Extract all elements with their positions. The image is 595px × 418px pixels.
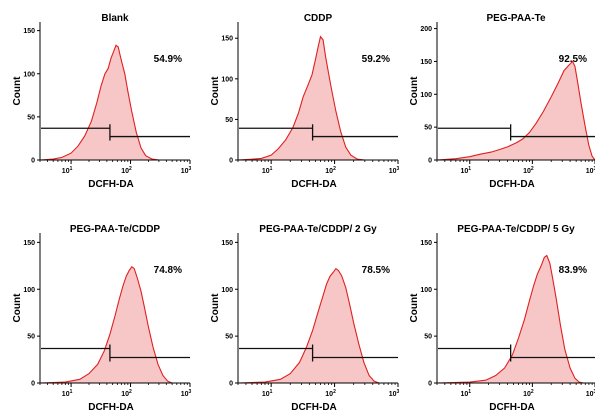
y-axis-label: Count: [210, 293, 221, 323]
x-tick-label: 101: [62, 389, 73, 398]
x-axis-label: DCFH-DA: [489, 402, 535, 413]
panel-title: PEG-PAA-Te: [486, 13, 546, 24]
panel-title: CDDP: [304, 13, 333, 24]
x-tick-label: 103: [586, 389, 595, 398]
histogram-area: [237, 35, 398, 161]
x-tick-label: 103: [181, 166, 192, 175]
y-tick-label: 0: [229, 381, 233, 388]
panel-title: PEG-PAA-Te/CDDP: [70, 224, 161, 235]
histogram-panel: 0 50 100 150 101 102 103 CDDP 59.2% Count DCFH-DA: [210, 13, 400, 190]
histogram-area: [436, 254, 595, 384]
y-tick-label: 0: [31, 158, 35, 165]
x-axis-label: DCFH-DA: [88, 179, 134, 190]
gated-percentage: 74.8%: [154, 265, 182, 276]
y-tick-label: 100: [420, 287, 432, 294]
x-tick-label: 102: [325, 389, 336, 398]
x-tick-label: 101: [262, 389, 273, 398]
x-tick-label: 101: [460, 166, 471, 175]
y-tick-label: 0: [428, 158, 432, 165]
x-tick-label: 103: [181, 389, 192, 398]
histogram-area: [39, 266, 190, 384]
histogram-area: [237, 267, 398, 384]
y-tick-label: 0: [31, 381, 35, 388]
y-axis-label: Count: [12, 293, 23, 323]
y-tick-label: 100: [221, 287, 233, 294]
x-axis-label: DCFH-DA: [291, 179, 337, 190]
x-axis-label: DCFH-DA: [489, 179, 535, 190]
y-tick-label: 150: [23, 28, 35, 35]
x-tick-label: 102: [121, 166, 132, 175]
y-tick-label: 100: [420, 92, 432, 99]
y-tick-label: 50: [27, 114, 35, 121]
gated-percentage: 78.5%: [362, 265, 390, 276]
y-tick-label: 0: [428, 381, 432, 388]
histogram-area: [39, 44, 190, 161]
x-tick-label: 102: [523, 166, 534, 175]
y-tick-label: 50: [424, 125, 432, 132]
x-tick-label: 102: [121, 389, 132, 398]
gated-percentage: 59.2%: [362, 54, 390, 65]
x-axis-label: DCFH-DA: [291, 402, 337, 413]
panel-title: PEG-PAA-Te/CDDP/ 5 Gy: [457, 224, 575, 235]
y-tick-label: 50: [225, 117, 233, 124]
panel-title: Blank: [101, 13, 129, 24]
x-tick-label: 103: [389, 166, 400, 175]
x-tick-label: 103: [389, 389, 400, 398]
y-tick-label: 100: [221, 76, 233, 83]
x-tick-label: 103: [586, 166, 595, 175]
y-axis-label: Count: [409, 293, 420, 323]
y-tick-label: 100: [23, 287, 35, 294]
x-tick-label: 102: [325, 166, 336, 175]
y-tick-label: 0: [229, 158, 233, 165]
y-tick-label: 50: [27, 334, 35, 341]
gated-percentage: 92.5%: [559, 54, 587, 65]
histogram-panel: 0 50 100 150 200 101 102 103 PEG-PAA-Te 92.5% Coun…: [409, 13, 595, 190]
y-tick-label: 150: [420, 59, 432, 66]
y-tick-label: 150: [420, 240, 432, 247]
histogram-panel: 0 50 100 150 101 102 103 PEG-PAA-Te/CDDP/ 5 Gy 8…: [409, 224, 595, 413]
histogram-area: [436, 60, 595, 161]
x-tick-label: 102: [523, 389, 534, 398]
histogram-panel: 0 50 100 150 101 102 103 Blank 54.9% Count DCFH-DA: [12, 13, 192, 190]
y-axis-label: Count: [210, 76, 221, 106]
gated-percentage: 54.9%: [154, 54, 182, 65]
histogram-panel: 0 50 100 150 101 102 103 PEG-PAA-Te/CDDP 74.8% Co…: [12, 224, 192, 413]
x-tick-label: 101: [460, 389, 471, 398]
y-tick-label: 100: [23, 71, 35, 78]
y-tick-label: 200: [420, 26, 432, 33]
y-axis-label: Count: [409, 76, 420, 106]
x-tick-label: 101: [62, 166, 73, 175]
y-tick-label: 150: [221, 36, 233, 43]
panel-title: PEG-PAA-Te/CDDP/ 2 Gy: [259, 224, 377, 235]
x-tick-label: 101: [262, 166, 273, 175]
y-axis-label: Count: [12, 76, 23, 106]
histogram-panel: 0 50 100 150 101 102 103 PEG-PAA-Te/CDDP/ 2 Gy 7…: [210, 224, 400, 413]
gated-percentage: 83.9%: [559, 265, 587, 276]
y-tick-label: 50: [424, 334, 432, 341]
y-tick-label: 150: [221, 240, 233, 247]
y-tick-label: 50: [225, 334, 233, 341]
x-axis-label: DCFH-DA: [88, 402, 134, 413]
y-tick-label: 150: [23, 240, 35, 247]
